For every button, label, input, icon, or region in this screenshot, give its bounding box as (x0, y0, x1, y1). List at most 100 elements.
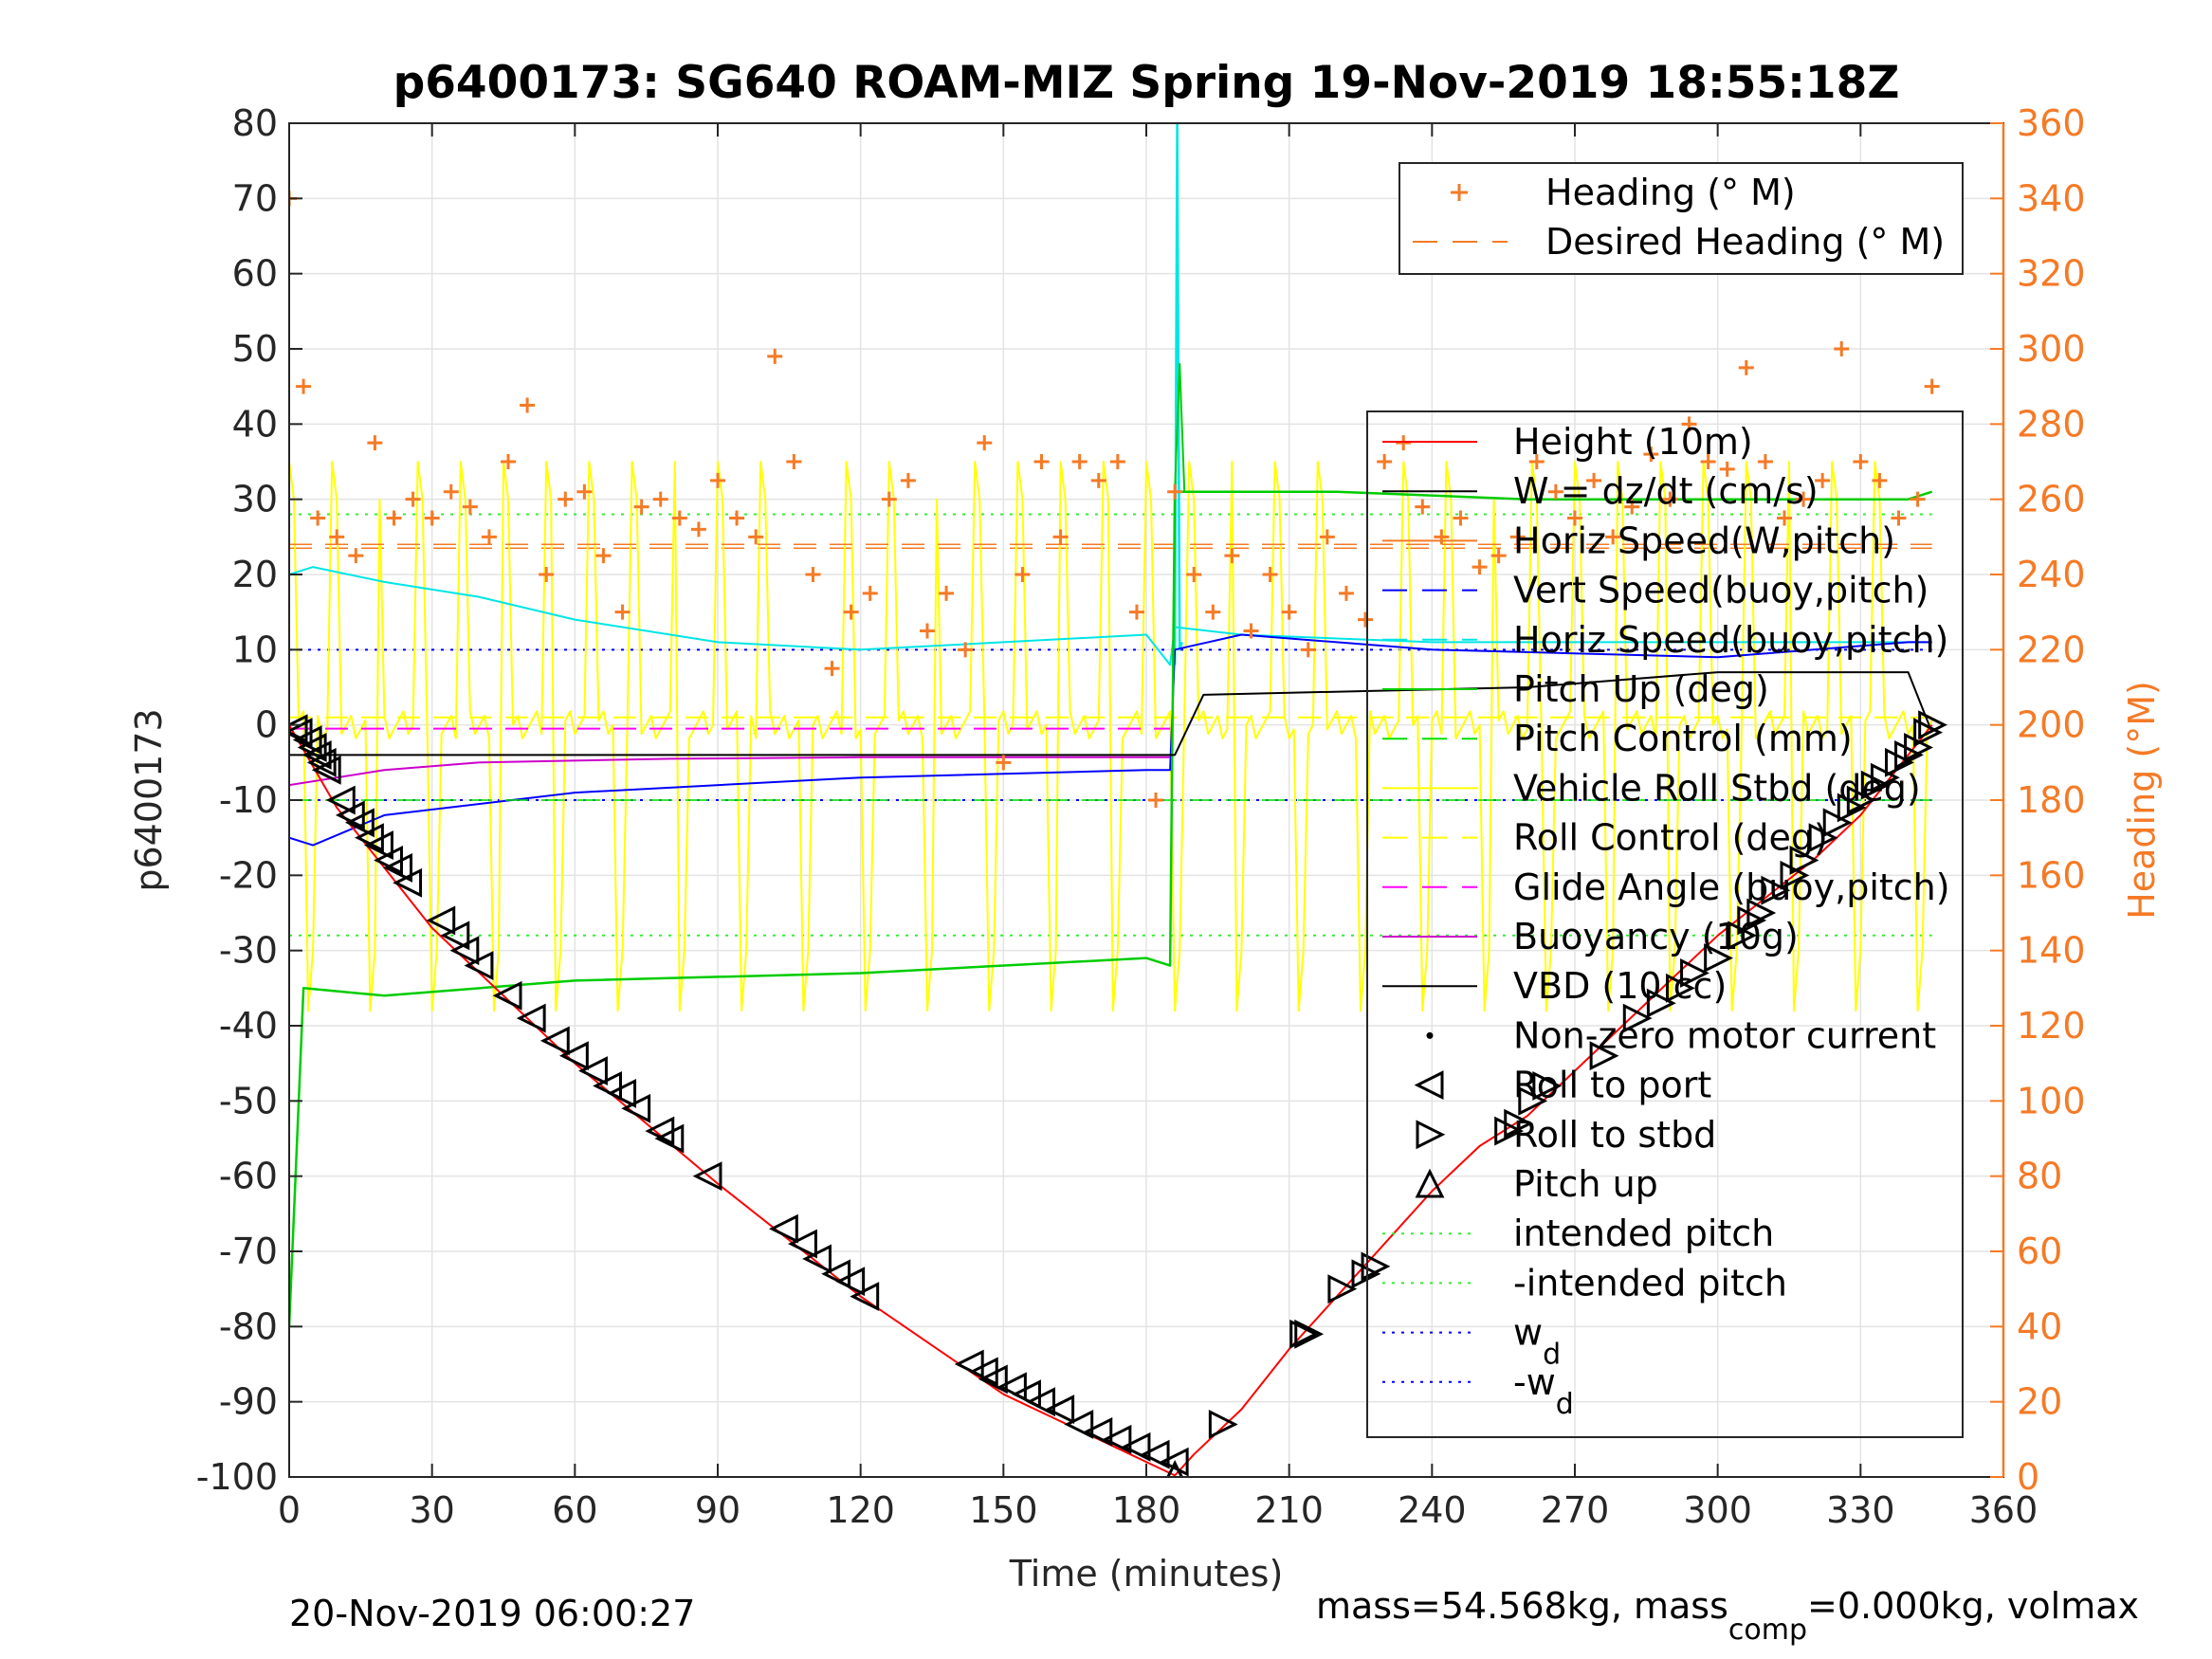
y-tick-label-left: -100 (196, 1456, 278, 1498)
heading-point (1167, 483, 1183, 500)
legend-main-label-text: intended pitch (1513, 1212, 1774, 1254)
heading-point (576, 483, 593, 500)
legend-main-label-text: -intended pitch (1513, 1262, 1787, 1304)
heading-point (1624, 499, 1640, 515)
legend-main-label-text: Pitch Up (deg) (1513, 668, 1769, 710)
y-tick-label-right: 20 (2017, 1381, 2062, 1423)
legend-main-label: Roll to stbd (1513, 1114, 1716, 1156)
heading-point (1243, 623, 1259, 639)
roll-to-port-marker (954, 1349, 984, 1379)
legend-main-label: Roll to port (1513, 1065, 1711, 1106)
legend-main-label: W = dz/dt (cm/s) (1513, 470, 1819, 512)
legend-main-entry: Non-zero motor current (1426, 1014, 1936, 1056)
y-axis-label-right: Heading (°M) (2121, 681, 2163, 920)
y-tick-label-left: -40 (219, 1005, 278, 1047)
legend-main-box (1366, 410, 1964, 1438)
roll-to-stbd-marker (1208, 1410, 1238, 1439)
legend-main: Height (10m) W = dz/dt (cm/s) Horiz Speed(… (1366, 410, 1964, 1438)
legend-main-label-sub: d (1556, 1388, 1574, 1421)
legend-main-label: Pitch Up (deg) (1513, 668, 1769, 710)
y-tick-label-right: 300 (2017, 328, 2086, 370)
roll-to-port-marker (325, 785, 356, 815)
roll-to-port-marker (768, 1213, 798, 1244)
legend-main-label-text: Pitch Control (mm) (1513, 718, 1853, 759)
roll-to-stbd-marker (1918, 710, 1948, 740)
footer-mass-post: =0.000kg, volmax (1807, 1585, 2139, 1627)
legend-main-label: Buoyancy (10g) (1513, 916, 1799, 957)
heading-point (690, 521, 706, 538)
y-tick-label-right: 100 (2017, 1080, 2086, 1121)
roll-to-port-marker (802, 1244, 832, 1274)
legend-main-label-text: Pitch up (1513, 1163, 1658, 1205)
roll-to-port-marker (393, 867, 423, 898)
roll-to-stbd-marker (1837, 793, 1867, 823)
roll-to-stbd-marker (1518, 1085, 1548, 1116)
legend-top-entry: Desired Heading (° M) (1413, 221, 1945, 263)
series-horiz-speed-buoy (289, 566, 1932, 666)
heading-point (1052, 529, 1069, 545)
heading-point (958, 642, 974, 658)
legend-main-label-text: Height (10m) (1513, 421, 1753, 463)
heading-point (1509, 529, 1526, 545)
roll-to-stbd-marker (1860, 770, 1891, 800)
heading-point (1224, 548, 1240, 564)
heading-point (1090, 472, 1106, 488)
roll-to-port-marker (292, 725, 322, 755)
y-tick-label-right: 0 (2017, 1456, 2039, 1498)
roll-to-port-marker (692, 1161, 722, 1192)
roll-to-port-marker (1102, 1424, 1132, 1454)
heading-point (1128, 604, 1144, 620)
legend-main-entry: Vert Speed(buoy,pitch) (1382, 570, 1929, 611)
legend-main-label-text: Buoyancy (10g) (1513, 916, 1799, 957)
x-tick-label: 180 (1112, 1489, 1181, 1531)
roll-to-port-marker (539, 1026, 570, 1056)
legend-top-label: Desired Heading (° M) (1545, 221, 1945, 263)
legend-main-label-text: Vert Speed(buoy,pitch) (1513, 570, 1929, 611)
legend-main-entry: VBD (10 cc) (1382, 965, 1727, 1007)
heading-point (1872, 472, 1888, 488)
legend-main-label: Pitch Control (mm) (1513, 718, 1853, 759)
legend-main-entry: intended pitch (1382, 1212, 1774, 1254)
heading-point (1757, 454, 1773, 469)
legend-main-entry: wd (1382, 1312, 1561, 1372)
heading-point (767, 348, 783, 364)
legend-main-label-text: Vehicle Roll Stbd (deg) (1513, 767, 1921, 809)
roll-to-port-marker (449, 936, 480, 966)
roll-to-port-marker (1026, 1387, 1056, 1417)
roll-to-port-marker (997, 1372, 1027, 1402)
heading-point (919, 623, 935, 639)
heading-point (558, 491, 574, 507)
roll-to-port-marker (835, 1267, 866, 1297)
y-tick-label-left: -90 (219, 1381, 278, 1423)
series-buoyancy (289, 756, 1171, 787)
heading-point (1377, 454, 1393, 469)
roll-to-port-marker (558, 1041, 589, 1071)
y-tick-label-left: -10 (219, 779, 278, 821)
roll-to-port-marker (593, 1071, 622, 1101)
heading-point (1662, 491, 1678, 507)
roll-to-port-marker (1159, 1447, 1189, 1477)
roll-to-stbd-marker (1808, 823, 1838, 853)
roll-to-port-marker (297, 733, 327, 762)
x-tick-label: 120 (826, 1489, 895, 1531)
heading-point (614, 604, 631, 620)
y-tick-label-left: -60 (219, 1156, 278, 1197)
heading-point (1071, 454, 1088, 469)
roll-to-port-marker (302, 739, 332, 770)
heading-point (1186, 567, 1202, 582)
heading-point (310, 510, 326, 526)
y-tick-label-right: 180 (2017, 779, 2086, 821)
heading-point (748, 529, 764, 545)
series-layer (289, 123, 1948, 1477)
heading-point (1924, 378, 1940, 394)
heading-point (1567, 510, 1582, 526)
heading-point (1547, 483, 1563, 500)
roll-to-port-marker (578, 1056, 608, 1086)
heading-point (520, 397, 536, 413)
heading-point (329, 529, 345, 545)
legend-main-label: wd (1513, 1312, 1561, 1372)
x-tick-label: 300 (1683, 1489, 1752, 1531)
heading-point (481, 529, 497, 545)
roll-to-stbd-marker (1904, 733, 1933, 762)
y-tick-label-left: -50 (219, 1080, 278, 1121)
